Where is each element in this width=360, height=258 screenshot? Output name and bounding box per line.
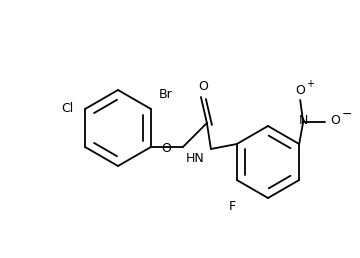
Text: Br: Br [159, 88, 173, 101]
Text: N: N [298, 114, 308, 126]
Text: +: + [306, 79, 314, 89]
Text: −: − [342, 108, 352, 120]
Text: HN: HN [185, 152, 204, 165]
Text: F: F [228, 200, 235, 213]
Text: Cl: Cl [61, 102, 73, 116]
Text: O: O [295, 84, 305, 96]
Text: O: O [161, 142, 171, 156]
Text: O: O [198, 80, 208, 93]
Text: O: O [330, 114, 340, 126]
